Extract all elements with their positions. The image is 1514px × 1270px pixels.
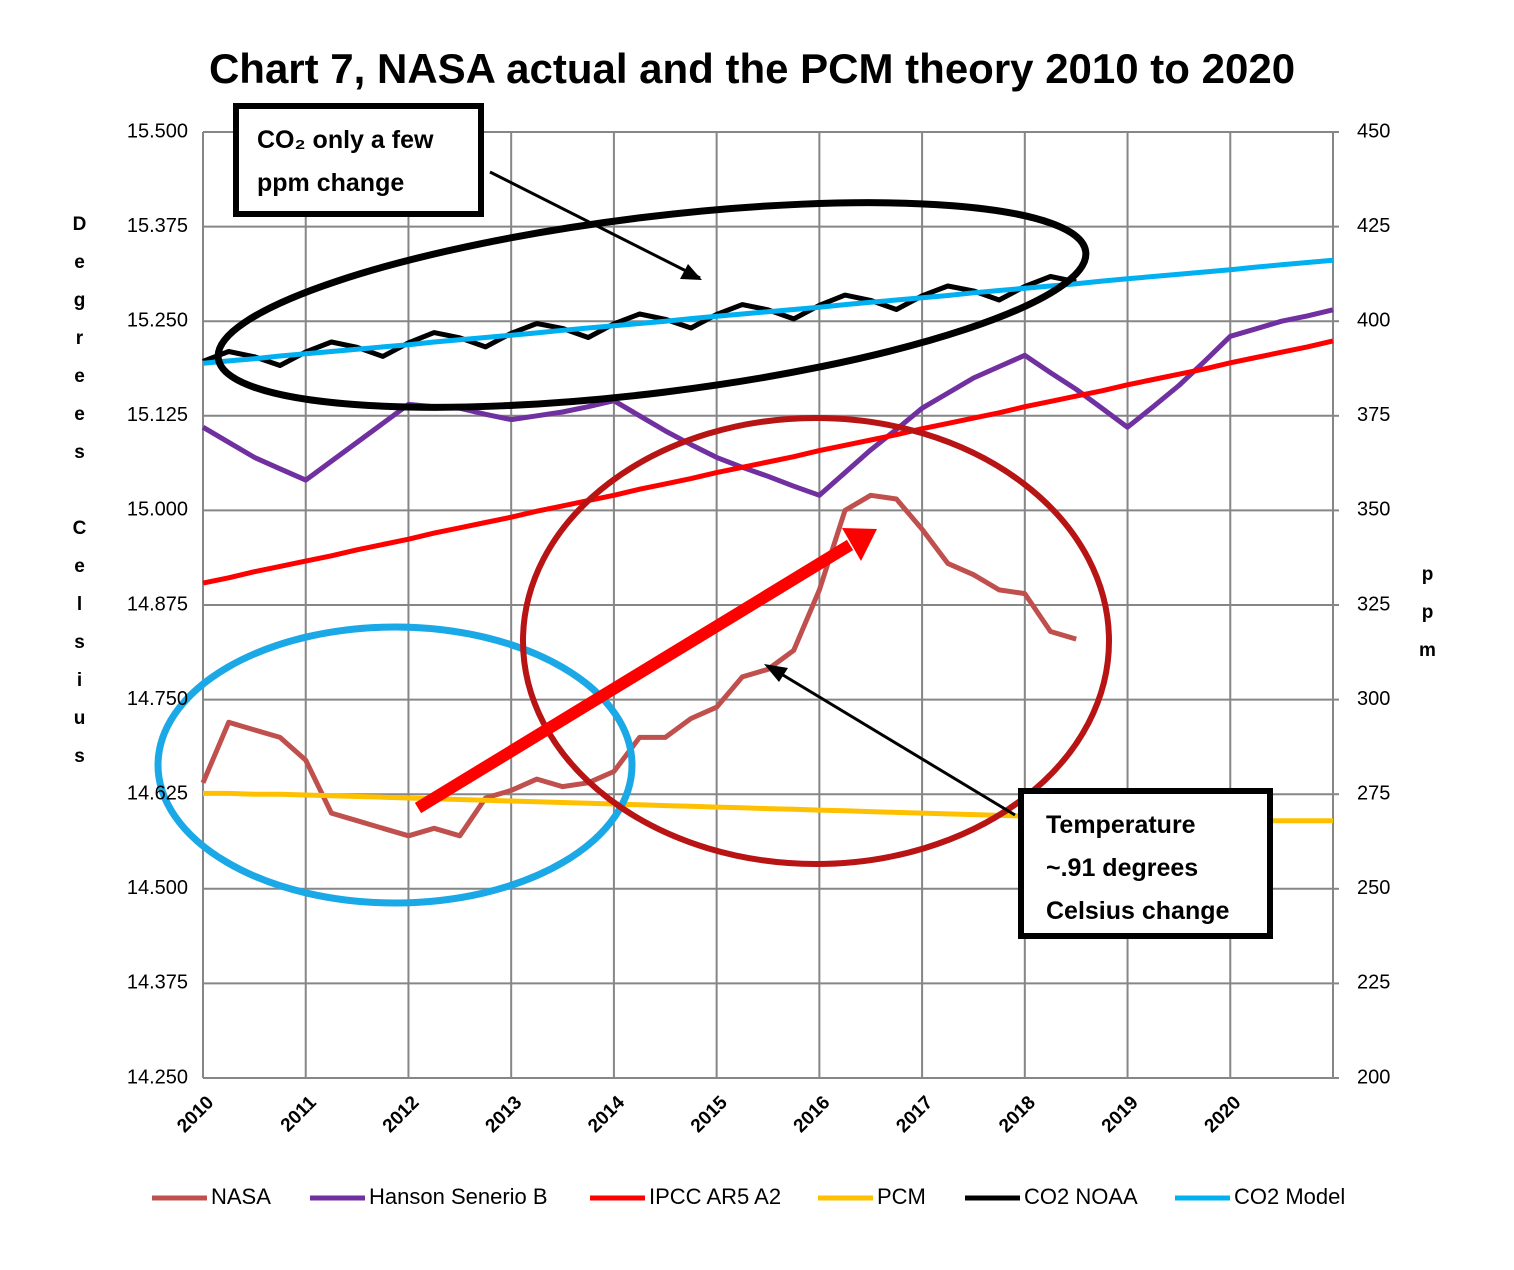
series-line [202, 257, 1334, 366]
arrow-head [680, 264, 702, 280]
x-tick-label: 2013 [482, 1092, 527, 1137]
y-tick-label: 14.375 [127, 972, 188, 994]
legend-label: NASA [211, 1184, 271, 1209]
x-tick-label: 2015 [687, 1092, 732, 1137]
arrow [767, 664, 1016, 817]
y2-tick-label: 375 [1357, 404, 1390, 426]
ellipse [214, 199, 1090, 411]
y-tick-label: 14.250 [127, 1066, 188, 1088]
y2-tick-label: 300 [1357, 688, 1390, 710]
arrow [489, 170, 701, 280]
x-tick-label: 2011 [277, 1092, 321, 1136]
ellipse [154, 623, 636, 907]
x-tick-label: 2014 [584, 1092, 629, 1137]
y2-tick-label: 225 [1357, 972, 1390, 994]
legend-label: CO2 Model [1234, 1184, 1345, 1209]
y-axis-label: Degrees Celsius [69, 214, 90, 784]
series-lines [200, 257, 1334, 839]
x-tick-label: 2018 [995, 1092, 1040, 1137]
y2-tick-label: 350 [1357, 499, 1390, 521]
x-tick-label: 2019 [1098, 1092, 1143, 1137]
y-tick-label: 14.500 [127, 877, 188, 899]
arrow-head [764, 664, 788, 682]
series-line [201, 307, 1334, 498]
legend: NASA Hanson Senerio B IPCC AR5 A2 PCM CO2 NO… [152, 1184, 1345, 1209]
annotation-box: Temperature ~.91 degrees Celsius change [1018, 788, 1273, 939]
y2-tick-label: 325 [1357, 593, 1390, 615]
arrow-head [842, 528, 877, 561]
y2-tick-label: 450 [1357, 120, 1390, 142]
series-line [200, 492, 1077, 839]
x-tick-label: 2012 [379, 1092, 424, 1137]
chart-title: Chart 7, NASA actual and the PCM theory … [209, 45, 1295, 92]
x-tick-label: 2010 [173, 1092, 218, 1137]
y-tick-label: 15.250 [127, 309, 188, 331]
y-tick-label: 15.125 [127, 404, 188, 426]
x-tick-label: 2017 [892, 1092, 937, 1137]
annotation-shapes [154, 170, 1112, 907]
legend-label: CO2 NOAA [1024, 1184, 1138, 1209]
x-tick-label: 2020 [1201, 1092, 1246, 1137]
legend-label: PCM [877, 1184, 926, 1209]
y2-axis-label: ppm [1417, 564, 1438, 678]
series-line [202, 338, 1334, 586]
x-tick-label: 2016 [790, 1092, 835, 1137]
y2-tick-label: 400 [1357, 309, 1390, 331]
y2-tick-label: 275 [1357, 782, 1390, 804]
ellipse [520, 415, 1112, 867]
y-tick-label: 14.750 [127, 688, 188, 710]
series-line [202, 274, 1077, 368]
y-tick-label: 15.000 [127, 499, 188, 521]
y2-tick-label: 200 [1357, 1066, 1390, 1088]
y-tick-label: 14.625 [127, 782, 188, 804]
y-tick-label: 15.375 [127, 215, 188, 237]
legend-label: Hanson Senerio B [369, 1184, 548, 1209]
legend-label: IPCC AR5 A2 [649, 1184, 781, 1209]
arrow [414, 539, 854, 814]
y2-tick-label: 250 [1357, 877, 1390, 899]
y-tick-label: 14.875 [127, 593, 188, 615]
y-tick-label: 15.500 [127, 120, 188, 142]
annotation-box: CO₂ only a few ppm change [233, 103, 484, 217]
y2-tick-label: 425 [1357, 215, 1390, 237]
